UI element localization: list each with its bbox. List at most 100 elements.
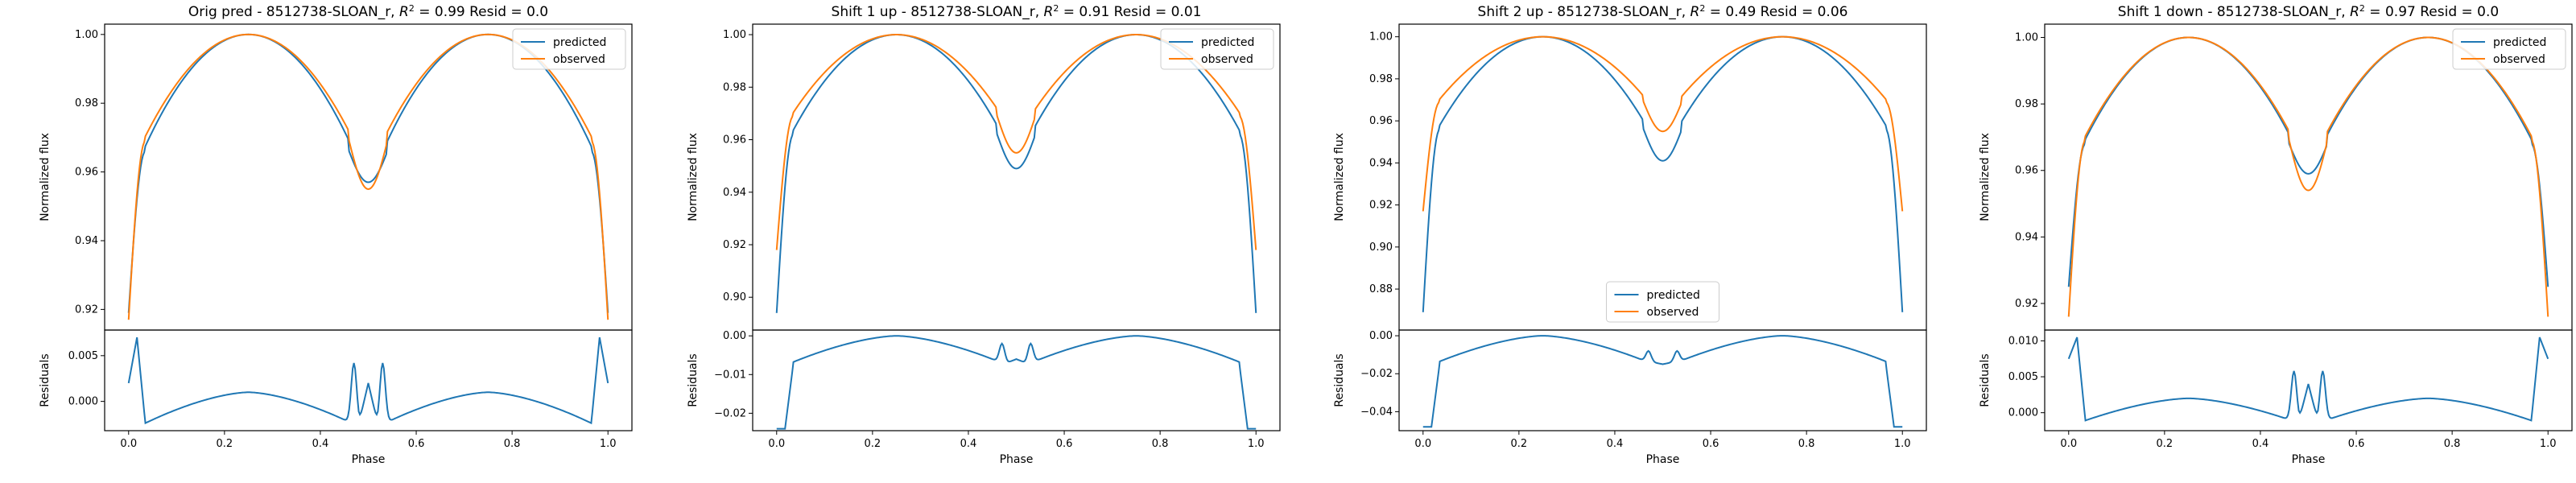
chart-title-eq: = xyxy=(415,4,435,20)
chart-panel-3: Shift 2 up - 8512738-SLOAN_r, R2 = 0.49 … xyxy=(1333,3,1927,466)
chart-title-sup: 2 xyxy=(2359,3,2365,14)
chart-title-resid: Resid = 0.01 xyxy=(1109,4,1201,20)
series-line-predicted xyxy=(127,33,609,313)
residual-axes-frame xyxy=(2044,329,2573,431)
residual-line xyxy=(127,336,609,425)
y-tick-label: 0.98 xyxy=(723,81,746,93)
legend: predicted observed xyxy=(2452,28,2566,70)
residual-axis-label: Residuals xyxy=(687,353,700,407)
legend-label-observed: observed xyxy=(553,53,605,66)
x-tick-label: 0.4 xyxy=(2252,438,2269,450)
legend-label-observed: observed xyxy=(1647,306,1699,319)
x-tick-label: 1.0 xyxy=(1248,438,1265,450)
residual-y-tick-label: −0.02 xyxy=(714,407,746,419)
chart-title-main: Shift 2 up - 8512738-SLOAN_r, xyxy=(1478,4,1690,20)
chart-panel-4: Shift 1 down - 8512738-SLOAN_r, R2 = 0.9… xyxy=(1979,3,2573,466)
residual-y-tick-label: 0.00 xyxy=(1369,330,1393,342)
residual-axes-frame xyxy=(104,329,633,431)
x-axis-label: Phase xyxy=(1000,453,1034,466)
x-tick-label: 0.0 xyxy=(120,438,137,450)
x-tick-label: 0.0 xyxy=(1414,438,1431,450)
chart-title-r: R xyxy=(1044,4,1054,20)
x-tick-label: 1.0 xyxy=(2540,438,2557,450)
y-tick-label: 0.92 xyxy=(723,239,746,251)
y-tick-label: 0.92 xyxy=(1369,200,1393,212)
y-tick-label: 0.98 xyxy=(75,97,98,109)
residual-y-tick-label: 0.000 xyxy=(2008,407,2038,419)
series-line-observed xyxy=(127,33,609,320)
x-tick-label: 0.6 xyxy=(1056,438,1073,450)
chart-title: Shift 1 down - 8512738-SLOAN_r, R2 = 0.9… xyxy=(2118,3,2499,21)
y-tick-label: 1.00 xyxy=(723,29,746,41)
chart-title-r: R xyxy=(1690,4,1700,20)
x-tick-label: 0.4 xyxy=(1607,438,1624,450)
chart-title: Shift 1 up - 8512738-SLOAN_r, R2 = 0.91 … xyxy=(832,3,1202,21)
chart-title-eq: = xyxy=(2365,4,2385,20)
x-tick-label: 1.0 xyxy=(600,438,617,450)
chart-title-main: Shift 1 up - 8512738-SLOAN_r, xyxy=(832,4,1044,20)
residual-line xyxy=(2067,336,2549,422)
chart-title-resid: Resid = 0.06 xyxy=(1756,4,1847,20)
residual-axis-label: Residuals xyxy=(1333,353,1346,407)
chart-title-sup: 2 xyxy=(409,3,415,14)
chart-title-r2: 0.49 xyxy=(1725,4,1756,20)
legend-label-predicted: predicted xyxy=(2493,36,2546,49)
residual-y-tick-label: 0.005 xyxy=(68,350,98,362)
chart-title-eq: = xyxy=(1705,4,1725,20)
legend: predicted observed xyxy=(1160,28,1274,70)
residual-axes-frame xyxy=(752,329,1281,431)
residual-y-tick-label: −0.02 xyxy=(1360,368,1393,380)
y-tick-label: 0.94 xyxy=(1369,157,1393,169)
residual-axes-frame xyxy=(1398,329,1927,431)
y-axis-label: Normalized flux xyxy=(39,133,52,221)
y-tick-label: 0.94 xyxy=(2015,231,2038,243)
legend: predicted observed xyxy=(1606,281,1719,323)
x-tick-label: 0.8 xyxy=(504,438,521,450)
x-tick-label: 0.8 xyxy=(1798,438,1815,450)
legend-label-predicted: predicted xyxy=(553,36,606,49)
series-line-predicted xyxy=(775,34,1257,313)
chart-title-r2: 0.91 xyxy=(1079,4,1109,20)
x-tick-label: 0.6 xyxy=(408,438,425,450)
y-tick-label: 1.00 xyxy=(75,29,98,41)
y-tick-label: 0.96 xyxy=(2015,165,2038,177)
chart-title: Orig pred - 8512738-SLOAN_r, R2 = 0.99 R… xyxy=(188,3,548,21)
residual-y-tick-label: 0.000 xyxy=(68,396,98,408)
y-tick-label: 0.98 xyxy=(2015,98,2038,110)
y-tick-label: 0.94 xyxy=(723,187,746,199)
y-tick-label: 0.90 xyxy=(1369,242,1393,254)
y-tick-label: 0.92 xyxy=(75,303,98,316)
series-line-predicted xyxy=(2067,36,2549,287)
chart-title-r: R xyxy=(399,4,409,20)
series-line-predicted xyxy=(1422,35,1904,312)
main-axes-frame xyxy=(104,23,633,331)
residual-line xyxy=(776,335,1257,430)
x-tick-label: 0.2 xyxy=(2157,438,2174,450)
x-tick-label: 0.6 xyxy=(1703,438,1719,450)
residual-y-tick-label: 0.005 xyxy=(2008,371,2038,383)
chart-title-r2: 0.99 xyxy=(435,4,465,20)
chart-title-main: Orig pred - 8512738-SLOAN_r, xyxy=(188,4,399,20)
x-tick-label: 0.0 xyxy=(768,438,785,450)
x-axis-label: Phase xyxy=(1646,453,1680,466)
legend-label-observed: observed xyxy=(1201,53,1253,66)
y-tick-label: 0.90 xyxy=(723,291,746,303)
x-tick-label: 0.2 xyxy=(1511,438,1528,450)
residual-y-tick-label: 0.00 xyxy=(723,330,746,342)
residual-axis-label: Residuals xyxy=(39,353,52,407)
legend-label-predicted: predicted xyxy=(1201,36,1254,49)
x-tick-label: 1.0 xyxy=(1894,438,1911,450)
series-line-observed xyxy=(1422,35,1904,212)
residual-y-tick-label: −0.04 xyxy=(1360,406,1393,418)
y-tick-label: 0.98 xyxy=(1369,73,1393,85)
x-tick-label: 0.8 xyxy=(1152,438,1169,450)
y-tick-label: 1.00 xyxy=(1369,31,1393,43)
residual-line xyxy=(1422,335,1903,428)
chart-title-r2: 0.97 xyxy=(2385,4,2416,20)
x-tick-label: 0.6 xyxy=(2348,438,2365,450)
main-axes-frame xyxy=(2044,23,2573,331)
residual-y-tick-label: −0.01 xyxy=(714,369,746,381)
legend: predicted observed xyxy=(512,28,626,70)
legend-label-observed: observed xyxy=(2493,53,2545,66)
y-tick-label: 0.96 xyxy=(1369,115,1393,127)
